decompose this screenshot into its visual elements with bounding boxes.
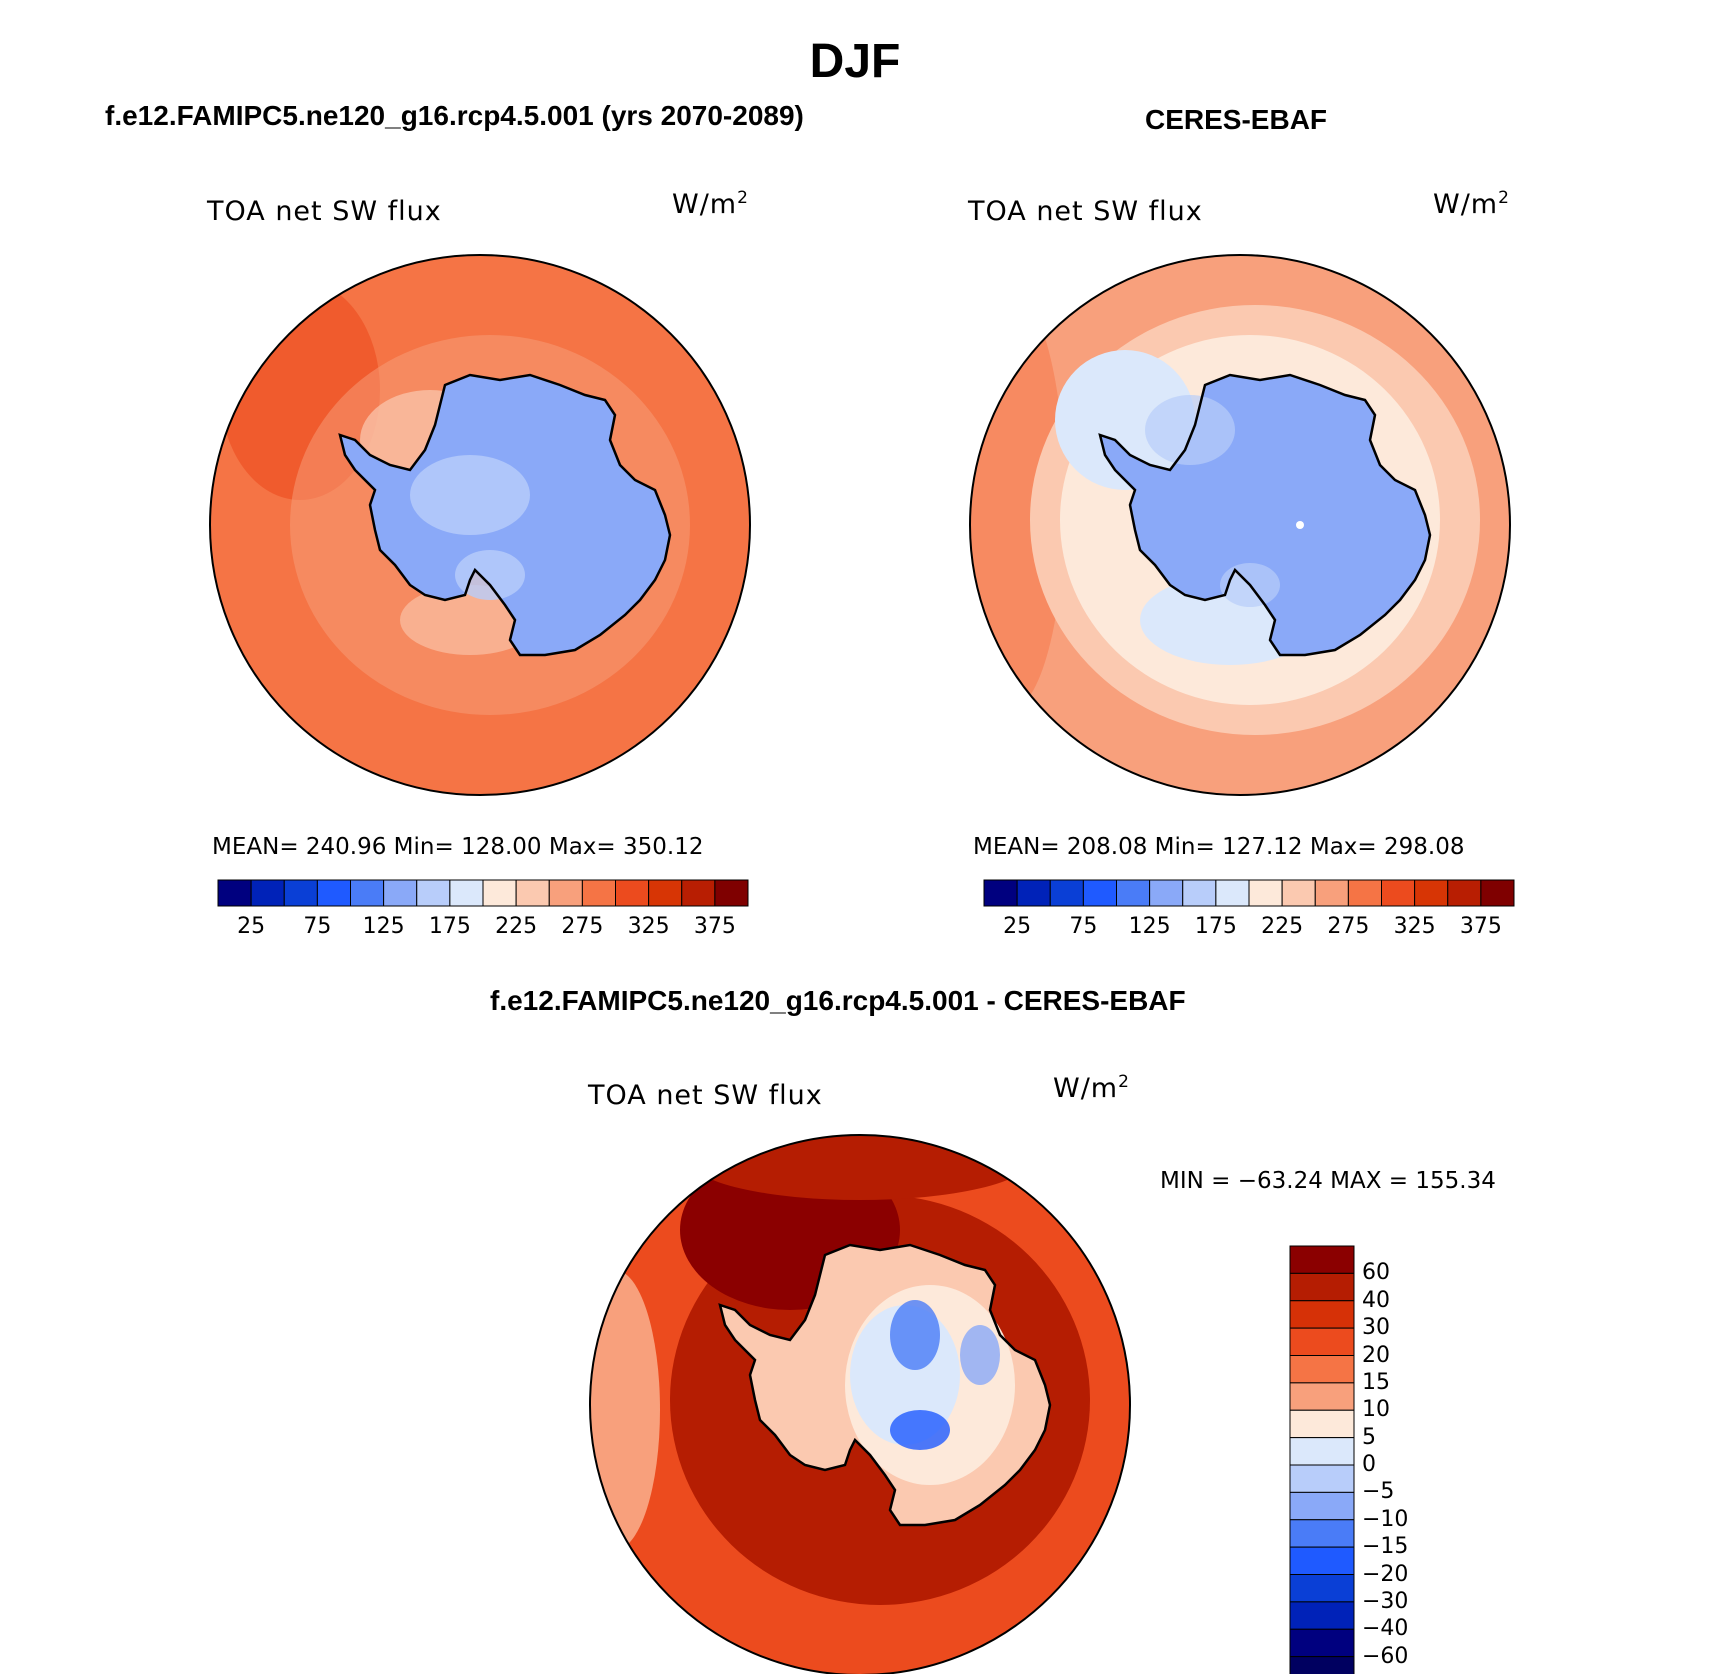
panel3-colorbar-swatch xyxy=(1289,1546,1355,1575)
panel2-colorbar-tick-label: 375 xyxy=(1459,914,1502,939)
panel1-colorbar-swatch xyxy=(515,879,550,907)
panel3-colorbar-swatch xyxy=(1289,1437,1355,1466)
panel1-stats: MEAN= 240.96 Min= 128.00 Max= 350.12 xyxy=(212,834,704,860)
panel3-colorbar-tick-label: 15 xyxy=(1362,1369,1390,1395)
panel1-colorbar-swatch xyxy=(449,879,484,907)
panel1-colorbar-swatch xyxy=(714,879,749,907)
panel3-colorbar-tick-label: 10 xyxy=(1362,1397,1390,1423)
panel3-colorbar-swatch xyxy=(1289,1382,1355,1411)
panel1-variable-label: TOA net SW flux xyxy=(207,196,442,227)
panel1-colorbar-swatch xyxy=(316,879,351,907)
panel3-colorbar-swatch xyxy=(1289,1272,1355,1302)
panel2-title: CERES-EBAF xyxy=(1145,104,1328,135)
panel1-colorbar-swatch xyxy=(681,879,716,907)
panel3-colorbar-swatch xyxy=(1289,1574,1355,1603)
panel1-colorbar-swatch xyxy=(383,879,418,907)
panel3-colorbar-swatch xyxy=(1289,1300,1355,1329)
panel3-colorbar-tick-label: −10 xyxy=(1362,1506,1409,1532)
panel1-colorbar-swatch xyxy=(648,879,683,907)
panel3-map xyxy=(589,1134,1131,1674)
panel3-colorbar-swatch xyxy=(1289,1519,1355,1548)
panel2-colorbar-swatch xyxy=(1381,879,1416,907)
panel2-colorbar-tick-label: 75 xyxy=(1069,914,1098,939)
panel3-colorbar-tick-label: 60 xyxy=(1362,1260,1390,1286)
panel3-colorbar xyxy=(1289,1245,1355,1674)
panel3-colorbar-tick-label: −15 xyxy=(1362,1534,1409,1560)
panel2-colorbar-tick-label: 275 xyxy=(1327,914,1370,939)
panel3-colorbar-swatch xyxy=(1289,1601,1355,1630)
panel1-colorbar-swatch xyxy=(482,879,517,907)
panel3-colorbar-swatch xyxy=(1289,1628,1355,1658)
panel2-colorbar-swatch xyxy=(983,879,1018,907)
panel3-colorbar-tick-label: 0 xyxy=(1362,1452,1376,1477)
panel3-colorbar-tick-label: 30 xyxy=(1362,1315,1390,1341)
panel2-colorbar-tick-label: 325 xyxy=(1393,914,1436,939)
panel1-colorbar-swatch xyxy=(548,879,583,907)
panel2-colorbar-tick-label: 25 xyxy=(1003,914,1032,939)
panel3-colorbar-tick-label: −30 xyxy=(1362,1588,1409,1614)
panel1-colorbar-swatch xyxy=(615,879,650,907)
panel2-colorbar-swatch xyxy=(1116,879,1151,907)
panel1-colorbar-tick-label: 275 xyxy=(561,914,604,939)
panel1-colorbar-swatch xyxy=(250,879,285,907)
panel2-colorbar-swatch xyxy=(1248,879,1283,907)
panel1-units-label: W/m2 xyxy=(672,188,749,220)
panel3-colorbar-tick-label: 20 xyxy=(1362,1342,1390,1368)
panel1-colorbar-tick-label: 25 xyxy=(237,914,266,939)
panel3-variable-label: TOA net SW flux xyxy=(588,1080,823,1111)
panel3-colorbar-swatch xyxy=(1289,1327,1355,1356)
panel3-colorbar-swatch xyxy=(1289,1464,1355,1493)
panel1-colorbar-swatch xyxy=(217,879,252,907)
panel2-colorbar xyxy=(983,879,1515,907)
panel3-colorbar-swatch xyxy=(1289,1656,1355,1674)
panel1-title: f.e12.FAMIPC5.ne120_g16.rcp4.5.001 (yrs … xyxy=(105,100,804,131)
panel2-colorbar-swatch xyxy=(1281,879,1316,907)
panel1-colorbar-swatch xyxy=(581,879,616,907)
panel2-colorbar-tick-label: 175 xyxy=(1194,914,1237,939)
panel2-stats: MEAN= 208.08 Min= 127.12 Max= 298.08 xyxy=(973,834,1465,860)
panel2-map xyxy=(969,254,1511,796)
panel2-colorbar-swatch xyxy=(1347,879,1382,907)
panel3-colorbar-tick-label: −60 xyxy=(1362,1643,1409,1669)
panel3-units-label: W/m2 xyxy=(1053,1072,1130,1104)
panel3-title: f.e12.FAMIPC5.ne120_g16.rcp4.5.001 - CER… xyxy=(490,985,1186,1016)
panel1-map xyxy=(209,254,751,796)
panel2-colorbar-swatch xyxy=(1082,879,1117,907)
panel2-colorbar-swatch xyxy=(1016,879,1051,907)
panel2-colorbar-swatch xyxy=(1215,879,1250,907)
panel1-colorbar-swatch xyxy=(416,879,451,907)
panel3-colorbar-swatch xyxy=(1289,1355,1355,1384)
panel2-colorbar-swatch xyxy=(1447,879,1482,907)
panel2-colorbar-tick-label: 225 xyxy=(1261,914,1304,939)
panel3-colorbar-tick-label: 40 xyxy=(1362,1287,1390,1313)
panel2-colorbar-swatch xyxy=(1049,879,1084,907)
panel2-variable-label: TOA net SW flux xyxy=(968,196,1203,227)
panel1-colorbar-tick-label: 375 xyxy=(693,914,736,939)
panel3-colorbar-swatch xyxy=(1289,1245,1355,1274)
panel2-colorbar-tick-label: 125 xyxy=(1128,914,1171,939)
panel1-colorbar-tick-label: 75 xyxy=(303,914,332,939)
panel3-colorbar-tick-label: −20 xyxy=(1362,1561,1409,1587)
panel2-colorbar-swatch xyxy=(1182,879,1217,907)
panel1-colorbar-tick-label: 325 xyxy=(627,914,670,939)
panel3-colorbar-swatch xyxy=(1289,1409,1355,1439)
panel2-colorbar-swatch xyxy=(1414,879,1449,907)
panel2-colorbar-swatch xyxy=(1149,879,1184,907)
panel3-colorbar-tick-label: −40 xyxy=(1362,1616,1409,1642)
panel1-colorbar-swatch xyxy=(350,879,385,907)
panel3-colorbar-swatch xyxy=(1289,1491,1355,1521)
panel1-colorbar xyxy=(217,879,749,907)
panel2-units-label: W/m2 xyxy=(1433,188,1510,220)
panel3-colorbar-tick-label: 5 xyxy=(1362,1424,1376,1450)
panel1-colorbar-tick-label: 175 xyxy=(428,914,471,939)
panel2-colorbar-swatch xyxy=(1480,879,1515,907)
panel1-colorbar-swatch xyxy=(283,879,318,907)
panel2-colorbar-swatch xyxy=(1314,879,1349,907)
panel3-stats: MIN = −63.24 MAX = 155.34 xyxy=(1160,1168,1496,1194)
figure-title: DJF xyxy=(809,35,901,88)
panel1-colorbar-tick-label: 125 xyxy=(362,914,405,939)
panel1-colorbar-tick-label: 225 xyxy=(495,914,538,939)
panel3-colorbar-tick-label: −5 xyxy=(1362,1479,1395,1505)
